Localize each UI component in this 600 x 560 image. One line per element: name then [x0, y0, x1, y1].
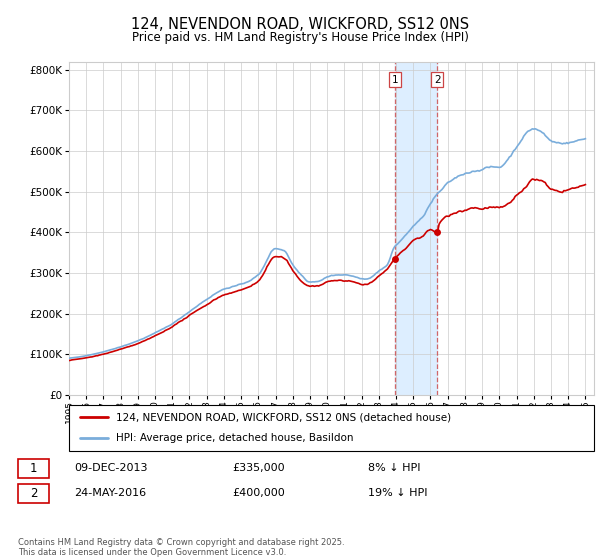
Text: 8% ↓ HPI: 8% ↓ HPI: [368, 463, 420, 473]
Text: 2: 2: [30, 487, 38, 500]
Text: 124, NEVENDON ROAD, WICKFORD, SS12 0NS: 124, NEVENDON ROAD, WICKFORD, SS12 0NS: [131, 17, 469, 32]
Text: 1: 1: [30, 461, 38, 475]
Bar: [395, 62, 437, 395]
Text: HPI: Average price, detached house, Basildon: HPI: Average price, detached house, Basi…: [116, 433, 354, 444]
Text: 09-DEC-2013: 09-DEC-2013: [74, 463, 148, 473]
Text: 1: 1: [391, 75, 398, 85]
FancyBboxPatch shape: [69, 405, 594, 451]
Text: 19% ↓ HPI: 19% ↓ HPI: [368, 488, 427, 498]
Text: Contains HM Land Registry data © Crown copyright and database right 2025.
This d: Contains HM Land Registry data © Crown c…: [18, 538, 344, 557]
Text: 24-MAY-2016: 24-MAY-2016: [74, 488, 146, 498]
Text: 124, NEVENDON ROAD, WICKFORD, SS12 0NS (detached house): 124, NEVENDON ROAD, WICKFORD, SS12 0NS (…: [116, 412, 451, 422]
Text: Price paid vs. HM Land Registry's House Price Index (HPI): Price paid vs. HM Land Registry's House …: [131, 31, 469, 44]
FancyBboxPatch shape: [18, 484, 49, 503]
Text: 2: 2: [434, 75, 440, 85]
Text: £400,000: £400,000: [232, 488, 285, 498]
FancyBboxPatch shape: [18, 459, 49, 478]
Text: £335,000: £335,000: [232, 463, 285, 473]
